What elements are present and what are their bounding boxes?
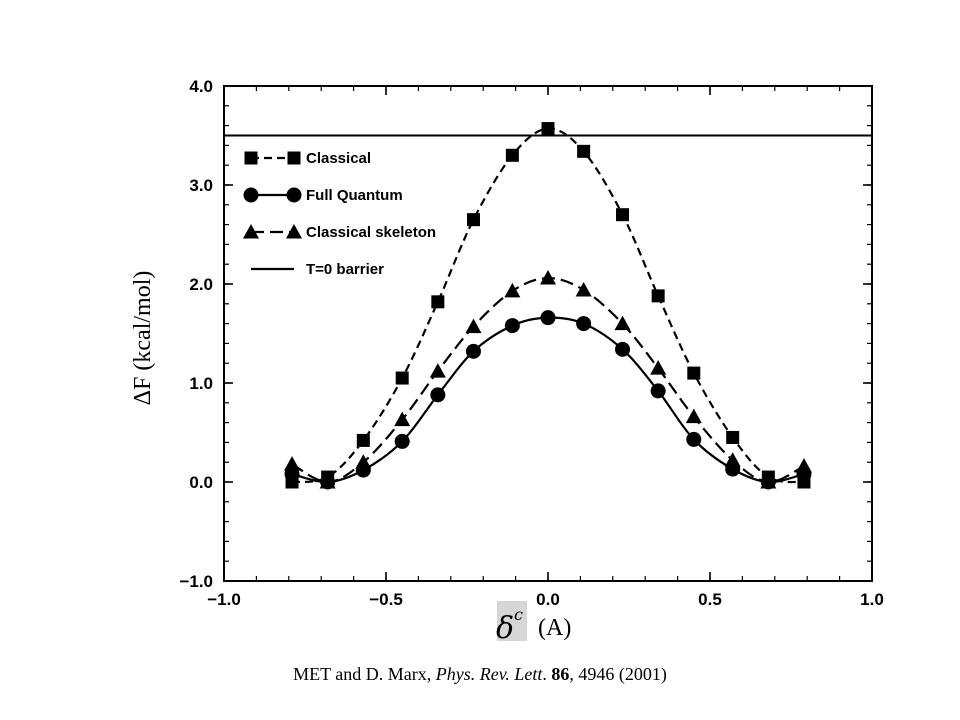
series-group <box>284 122 812 490</box>
legend-marker-classical <box>244 151 258 165</box>
citation-journal: Phys. Rev. Lett <box>435 664 543 684</box>
x-axis-symbol: δ <box>496 611 514 646</box>
classical-point <box>466 213 480 227</box>
legend-label-classical: Classical <box>306 150 371 167</box>
legend-label-t-0-barrier: T=0 barrier <box>306 261 384 278</box>
legend-marker-classical-skeleton <box>286 224 302 239</box>
classical-skeleton-point <box>614 315 631 331</box>
legend: Classical Full Quantum Classical skeleton T… <box>243 150 436 278</box>
citation-volume: 86 <box>551 664 570 684</box>
x-axis-symbol-sup: c <box>514 605 523 624</box>
classical-point <box>616 208 630 222</box>
classical-skeleton-point <box>394 411 411 427</box>
full-quantum-point <box>615 341 631 357</box>
legend-marker-full-quantum <box>243 187 259 203</box>
x-axis-unit: (A) <box>538 615 571 641</box>
x-tick-label: −1.0 <box>207 590 241 609</box>
x-tick-label: 1.0 <box>860 590 884 609</box>
legend-marker-classical <box>287 151 301 165</box>
citation-sep: . <box>542 664 552 684</box>
classical-skeleton-point <box>795 458 812 473</box>
classical-skeleton-point <box>650 360 667 375</box>
y-tick-label: 0.0 <box>189 473 213 492</box>
classical-skeleton-point <box>504 282 521 298</box>
citation: MET and D. Marx, Phys. Rev. Lett. 86, 49… <box>0 664 960 685</box>
y-tick-label: 1.0 <box>189 374 213 393</box>
full-quantum-point <box>504 318 520 334</box>
classical-line <box>291 127 805 484</box>
classical-point <box>687 366 701 380</box>
axis-ticks: −1.0 −0.5 0.0 0.5 1.0 4.0 3.0 2.0 1.0 0.0 −1.0 <box>179 77 883 609</box>
classical-point <box>505 148 519 162</box>
classical-skeleton-point <box>319 474 336 489</box>
y-tick-label: −1.0 <box>179 572 213 591</box>
classical-point <box>356 433 370 447</box>
classical-skeleton-point <box>429 363 446 378</box>
x-tick-label: 0.5 <box>698 590 722 609</box>
y-tick-label: 3.0 <box>189 176 213 195</box>
legend-marker-classical-skeleton <box>243 224 259 239</box>
x-tick-label: −0.5 <box>369 590 403 609</box>
classical-skeleton-point <box>760 474 777 489</box>
y-tick-label: 2.0 <box>189 275 213 294</box>
full-quantum-point <box>430 387 446 403</box>
legend-label-full-quantum: Full Quantum <box>306 187 403 204</box>
classical-point <box>577 144 591 158</box>
y-tick-label: 4.0 <box>189 77 213 96</box>
classical-skeleton-point <box>685 408 702 424</box>
classical-skeleton-point <box>540 270 556 285</box>
full-quantum-line <box>291 316 805 484</box>
full-quantum-point <box>650 383 666 399</box>
legend-marker-full-quantum <box>286 187 302 203</box>
full-quantum-point <box>576 316 592 332</box>
full-quantum-point <box>465 343 481 359</box>
classical-point <box>651 289 665 303</box>
classical-skeleton-point <box>355 454 372 469</box>
citation-rest: , 4946 (2001) <box>569 664 667 684</box>
citation-authors: MET and D. Marx, <box>293 664 436 684</box>
full-quantum-point <box>686 431 702 447</box>
classical-point <box>541 122 555 136</box>
classical-point <box>726 430 740 444</box>
classical-skeleton-point <box>724 452 741 467</box>
classical-skeleton-line <box>291 276 805 484</box>
x-tick-label: 0.0 <box>536 590 560 609</box>
full-quantum-point <box>394 433 410 449</box>
y-axis-label: ΔF (kcal/mol) <box>130 271 156 406</box>
classical-point <box>395 371 409 385</box>
full-quantum-point <box>540 310 556 326</box>
classical-skeleton-point <box>284 456 301 471</box>
classical-skeleton-point <box>575 281 592 297</box>
classical-skeleton-point <box>465 318 482 334</box>
classical-point <box>431 295 445 309</box>
legend-label-classical-skeleton: Classical skeleton <box>306 224 436 241</box>
x-label-highlight <box>497 601 527 641</box>
